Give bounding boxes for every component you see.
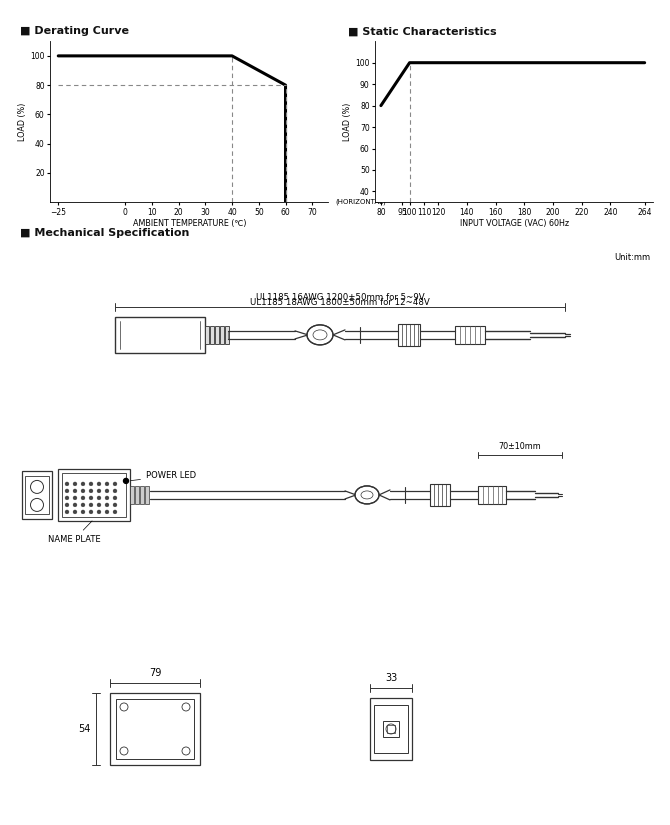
Circle shape xyxy=(113,482,117,486)
Text: NAME PLATE: NAME PLATE xyxy=(48,521,100,544)
Bar xyxy=(210,326,214,344)
Circle shape xyxy=(89,496,93,500)
Ellipse shape xyxy=(355,486,379,504)
Bar xyxy=(135,486,139,504)
Bar xyxy=(22,471,52,519)
Circle shape xyxy=(73,503,77,507)
Bar xyxy=(130,486,134,504)
Circle shape xyxy=(73,482,77,486)
Bar xyxy=(455,326,485,344)
Circle shape xyxy=(73,510,77,514)
Bar xyxy=(116,699,194,759)
Circle shape xyxy=(81,496,85,500)
Circle shape xyxy=(97,482,101,486)
Bar xyxy=(387,725,395,733)
Circle shape xyxy=(89,482,93,486)
Bar xyxy=(25,476,49,514)
Text: 70±10mm: 70±10mm xyxy=(498,442,541,451)
Circle shape xyxy=(81,482,85,486)
Circle shape xyxy=(123,478,129,483)
X-axis label: AMBIENT TEMPERATURE (℃): AMBIENT TEMPERATURE (℃) xyxy=(133,219,246,229)
Circle shape xyxy=(65,489,69,493)
Circle shape xyxy=(105,496,109,500)
Circle shape xyxy=(73,496,77,500)
Circle shape xyxy=(89,503,93,507)
Circle shape xyxy=(113,496,117,500)
Bar xyxy=(215,326,219,344)
Circle shape xyxy=(65,503,69,507)
Text: ■ Static Characteristics: ■ Static Characteristics xyxy=(348,26,497,36)
Bar xyxy=(140,486,144,504)
Bar xyxy=(374,705,408,753)
Circle shape xyxy=(113,510,117,514)
Text: UL1185 18AWG 1800±50mm for 12~48V: UL1185 18AWG 1800±50mm for 12~48V xyxy=(250,298,430,307)
Circle shape xyxy=(97,503,101,507)
Text: 54: 54 xyxy=(78,724,91,734)
Circle shape xyxy=(97,510,101,514)
Bar xyxy=(58,469,130,521)
Text: (HORIZONTAL): (HORIZONTAL) xyxy=(335,199,386,205)
Circle shape xyxy=(73,489,77,493)
Circle shape xyxy=(105,503,109,507)
Circle shape xyxy=(65,482,69,486)
Text: ■ Mechanical Specification: ■ Mechanical Specification xyxy=(20,228,190,238)
Circle shape xyxy=(105,482,109,486)
Y-axis label: LOAD (%): LOAD (%) xyxy=(18,102,27,141)
Circle shape xyxy=(113,503,117,507)
Text: 79: 79 xyxy=(149,668,161,678)
Circle shape xyxy=(105,489,109,493)
Circle shape xyxy=(105,510,109,514)
Circle shape xyxy=(97,496,101,500)
Text: POWER LED: POWER LED xyxy=(131,471,196,481)
X-axis label: INPUT VOLTAGE (VAC) 60Hz: INPUT VOLTAGE (VAC) 60Hz xyxy=(460,219,569,229)
Y-axis label: LOAD (%): LOAD (%) xyxy=(343,102,352,141)
Circle shape xyxy=(113,489,117,493)
Circle shape xyxy=(97,489,101,493)
Bar xyxy=(115,317,205,353)
Bar xyxy=(383,721,399,737)
Circle shape xyxy=(81,489,85,493)
Text: Unit:mm: Unit:mm xyxy=(614,253,650,262)
Text: UL1185 16AWG 1200±50mm for 5~9V: UL1185 16AWG 1200±50mm for 5~9V xyxy=(256,293,424,302)
Bar xyxy=(220,326,224,344)
Bar xyxy=(478,486,506,504)
Circle shape xyxy=(81,510,85,514)
Bar xyxy=(370,698,412,760)
Circle shape xyxy=(89,489,93,493)
Bar xyxy=(398,324,420,346)
Bar xyxy=(110,693,200,765)
Bar xyxy=(430,484,450,506)
Circle shape xyxy=(81,503,85,507)
Bar xyxy=(205,326,209,344)
Text: 33: 33 xyxy=(385,673,397,683)
Circle shape xyxy=(65,496,69,500)
Bar xyxy=(225,326,229,344)
Circle shape xyxy=(65,510,69,514)
Text: ■ Derating Curve: ■ Derating Curve xyxy=(20,26,129,36)
Ellipse shape xyxy=(307,325,333,345)
Circle shape xyxy=(89,510,93,514)
Bar xyxy=(145,486,149,504)
Bar xyxy=(62,473,126,517)
